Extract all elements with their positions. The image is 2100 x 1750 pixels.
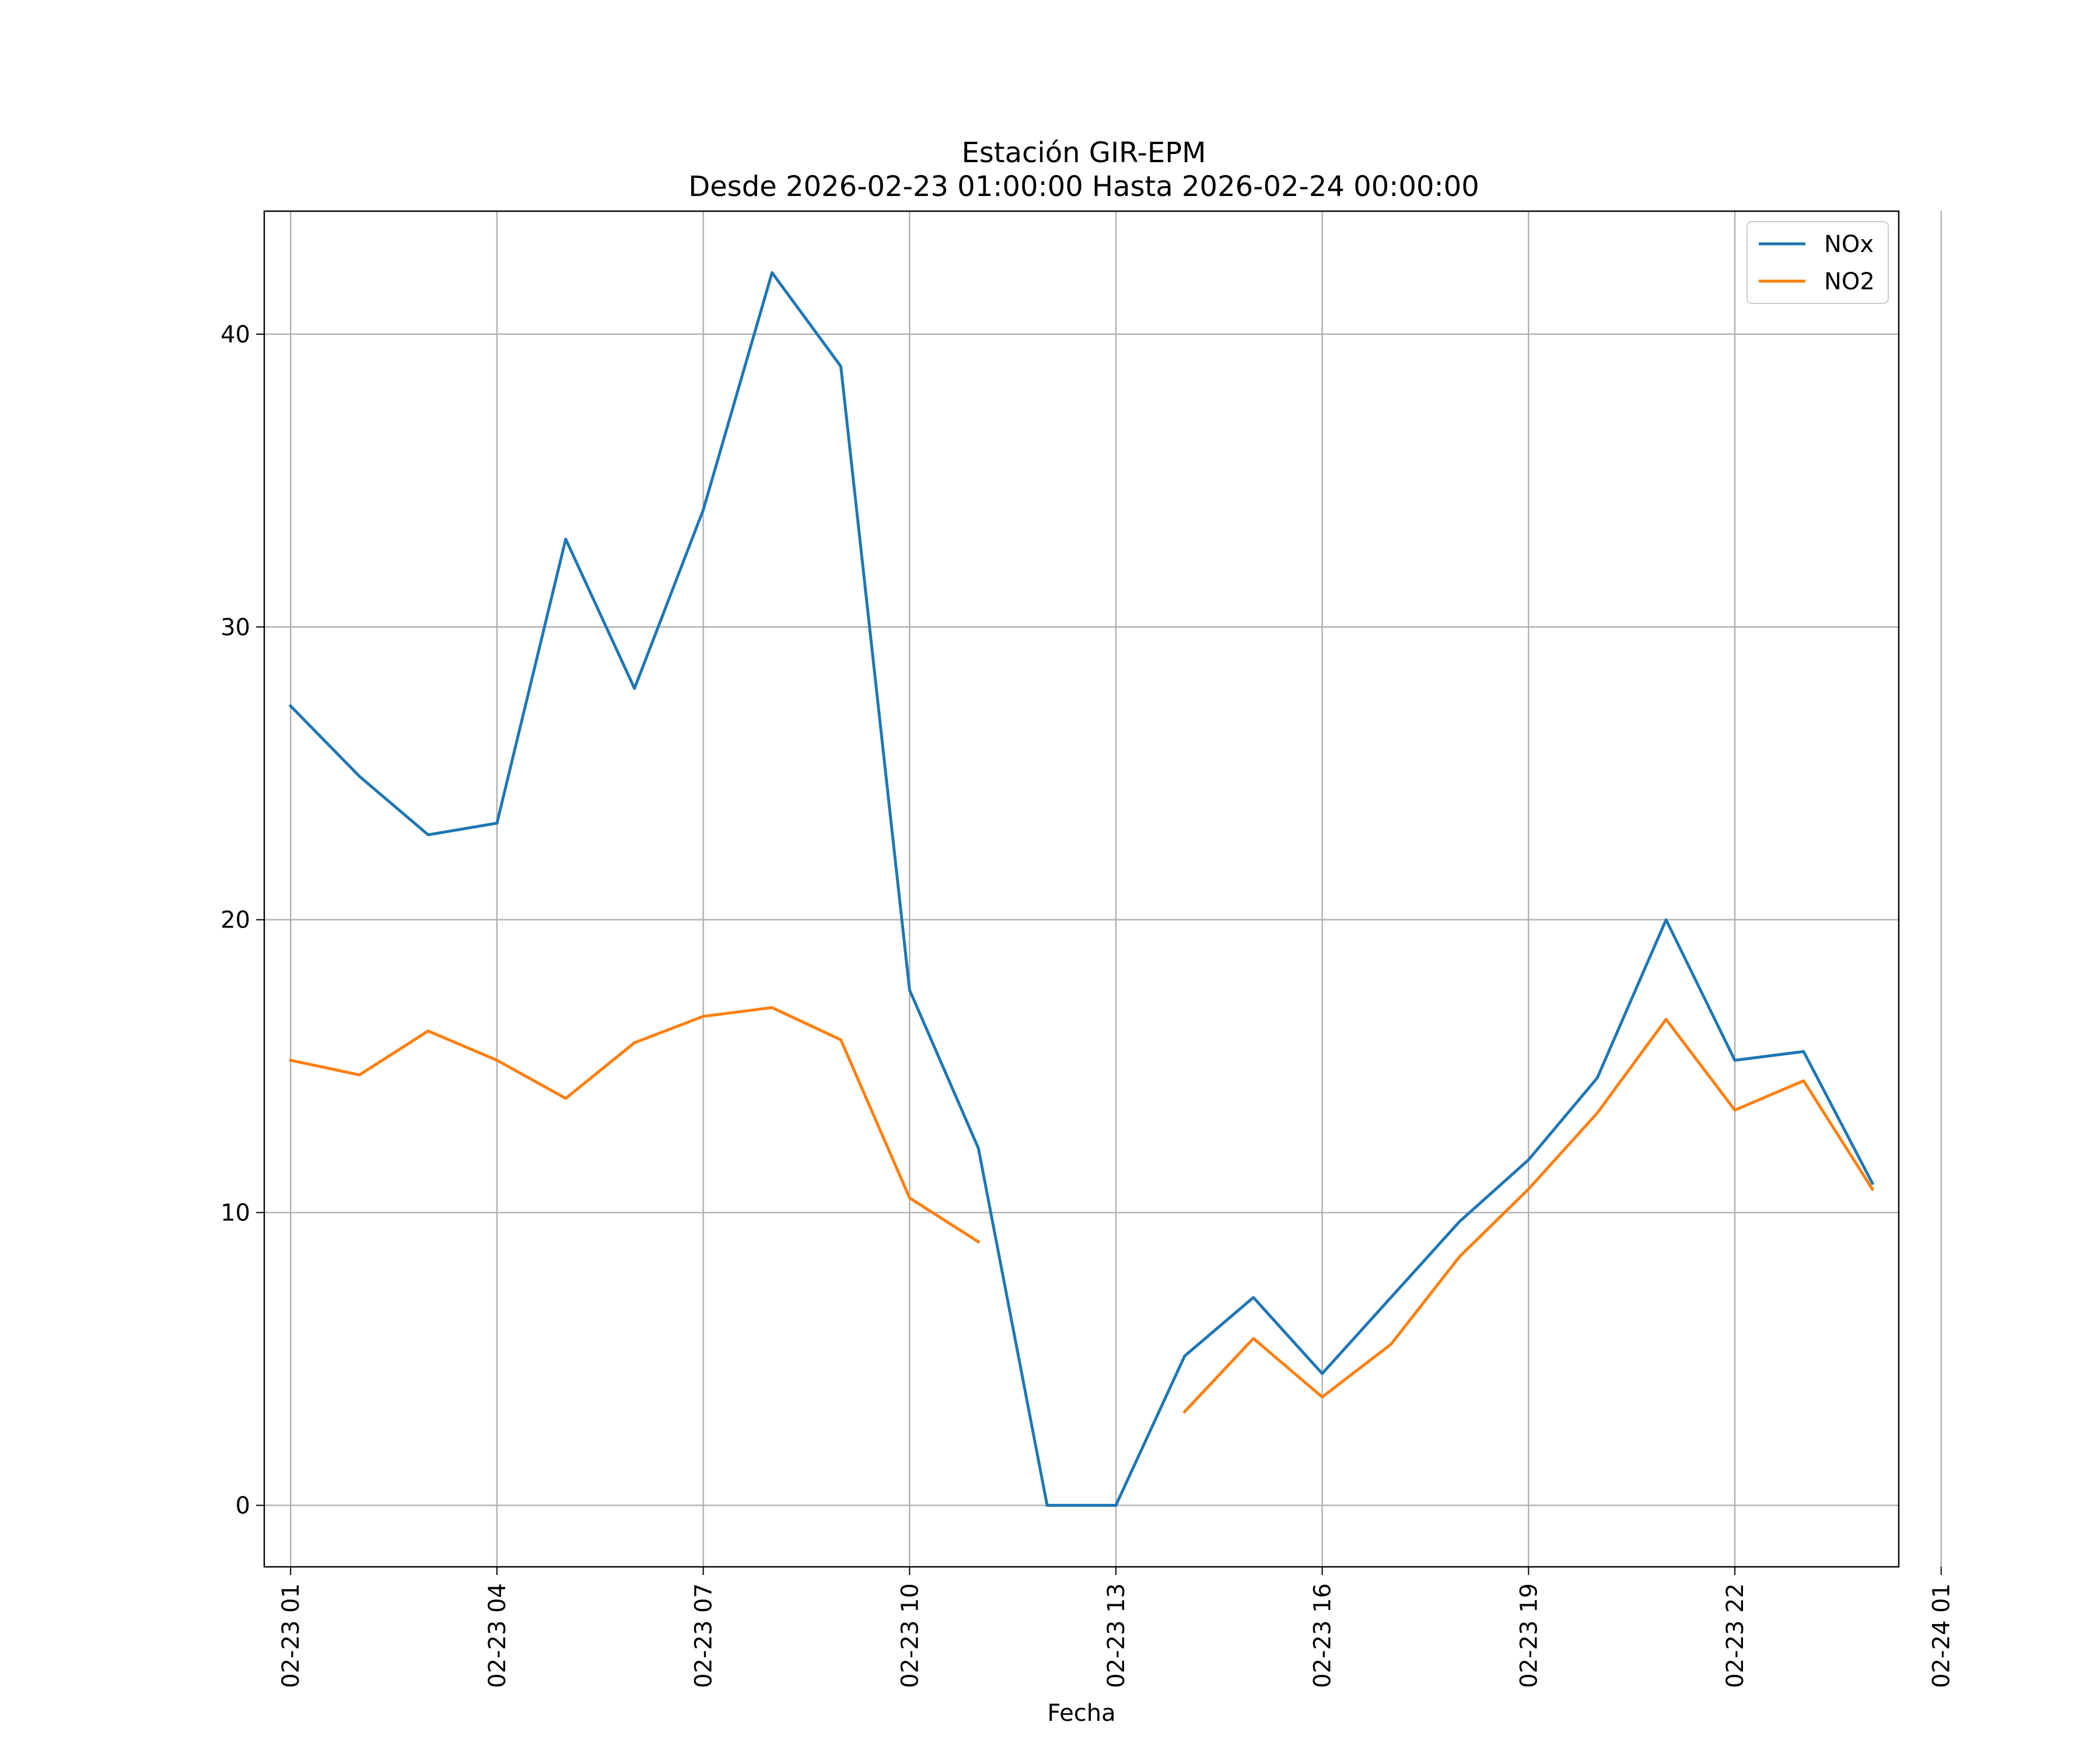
axis-ticks: 02-23 01 02-23 04 02-23 07 02-23 10 02-23 13… xyxy=(220,321,1955,1688)
x-axis-label: Fecha xyxy=(1047,1700,1115,1727)
x-tick-label: 02-23 19 xyxy=(1516,1583,1542,1688)
y-tick-label: 0 xyxy=(236,1493,250,1520)
chart-title: Estación GIR-EPM xyxy=(961,136,1206,169)
x-tick-label: 02-23 01 xyxy=(278,1583,304,1688)
legend-label-no2: NO2 xyxy=(1824,268,1875,295)
x-tick-label: 02-23 04 xyxy=(484,1583,511,1688)
x-tick-label: 02-24 01 xyxy=(1929,1583,1955,1688)
series-lines xyxy=(288,271,1875,1507)
y-tick-label: 40 xyxy=(220,321,250,348)
series-no2 xyxy=(289,1006,1875,1414)
x-tick-label: 02-23 16 xyxy=(1310,1583,1336,1688)
x-tick-label: 02-23 10 xyxy=(897,1583,923,1688)
legend-label-nox: NOx xyxy=(1824,231,1874,258)
legend: NOx NO2 xyxy=(1746,221,1889,304)
x-tick-label: 02-23 22 xyxy=(1722,1583,1749,1688)
x-tick-label: 02-23 07 xyxy=(691,1583,718,1688)
x-tick-label: 02-23 13 xyxy=(1103,1583,1130,1688)
chart-subtitle: Desde 2026-02-23 01:00:00 Hasta 2026-02-… xyxy=(688,170,1479,203)
y-tick-label: 20 xyxy=(220,907,250,934)
series-line-nox xyxy=(288,271,1875,1507)
legend-box xyxy=(1746,221,1889,304)
y-tick-label: 10 xyxy=(220,1200,250,1227)
series-nox xyxy=(288,271,1875,1507)
y-tick-label: 30 xyxy=(220,614,250,641)
plot-frame xyxy=(263,210,1900,1568)
